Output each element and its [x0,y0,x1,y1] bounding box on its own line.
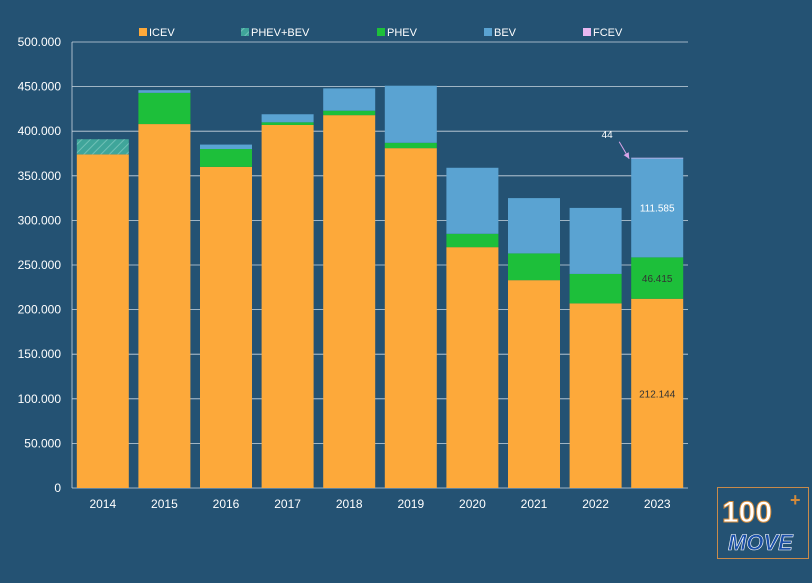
data-label-icev: 212.144 [639,389,676,400]
bar-phev-2023 [631,257,684,299]
y-tick-label: 450.000 [18,80,62,94]
bar-phev-2021 [508,253,560,281]
legend-swatch-phev-bev [241,28,249,36]
bar-phev-2019 [384,142,437,149]
x-tick-label: 2017 [274,497,301,511]
legend-label: PHEV+BEV [251,27,310,39]
y-tick-label: 350.000 [18,169,62,183]
x-tick-label: 2021 [521,497,548,511]
bar-phev-2022 [569,273,622,304]
x-tick-label: 2019 [397,497,424,511]
bar-icev-2017 [261,124,314,489]
y-tick-label: 200.000 [18,303,62,317]
data-label-phev: 46.415 [642,274,673,285]
bar-phev-2016 [200,149,252,167]
bar-bev-2020 [446,167,499,234]
x-tick-label: 2022 [582,497,609,511]
bar-icev-2022 [569,303,622,488]
x-tick-label: 2015 [151,497,178,511]
bar-icev-2018 [323,115,376,489]
bar-fcev-2023 [631,157,684,159]
bar-phev-2020 [446,233,499,248]
bar-bev-2021 [508,198,560,254]
legend-label: BEV [494,27,517,39]
bar-icev-2020 [446,247,499,488]
bar-bev-2017 [261,114,314,123]
y-tick-label: 400.000 [18,124,62,138]
y-tick-label: 50.000 [24,436,61,450]
bar-phev-2015 [138,92,191,125]
y-axis: 0 50.000 100.000 150.000 200.000 250.000 300.0… [18,35,73,495]
logo-number: 100 [722,496,772,529]
legend-swatch-fcev [583,28,591,36]
x-tick-label: 2016 [213,497,240,511]
legend-swatch-icev [139,28,147,36]
y-tick-label: 150.000 [18,347,62,361]
y-tick-label: 250.000 [18,258,62,272]
bars [76,85,684,489]
legend: ICEV PHEV+BEV PHEV BEV FCEV [139,27,623,39]
logo-graphic: 100 + MOVE [718,488,808,558]
bar-icev-2014 [76,154,129,488]
legend-swatch-bev [484,28,492,36]
legend-label: PHEV [387,27,418,39]
bar-bev-2023 [631,157,684,258]
bar-bev-2016 [200,144,252,150]
bar-phev-2018 [323,110,376,116]
bar-bev-2015 [138,90,191,93]
bar-bev-2018 [323,88,376,111]
bar-bev-2022 [569,207,622,274]
y-tick-label: 300.000 [18,213,62,227]
legend-label: ICEV [149,27,175,39]
y-tick-label: 500.000 [18,35,62,49]
data-label-fcev: 44 [602,130,614,141]
legend-swatch-phev [377,28,385,36]
x-tick-label: 2020 [459,497,486,511]
bar-icev-2023 [631,298,684,488]
y-tick-label: 0 [54,481,61,495]
bar-phev-2017 [261,122,314,125]
data-labels: 212.144 46.415 111.585 44 [602,130,676,401]
bar-icev-2019 [384,148,437,488]
bar-icev-2015 [138,124,191,489]
x-tick-label: 2023 [644,497,671,511]
data-label-bev: 111.585 [640,204,675,215]
logo-plus: + [790,490,801,510]
bar-bev-2019 [384,85,437,143]
x-tick-label: 2018 [336,497,363,511]
logo-word: MOVE [728,530,794,555]
legend-label: FCEV [593,27,623,39]
bar-icev-2021 [508,280,560,488]
callout-arrow [618,141,630,160]
bar-phev-bev-2014 [76,139,129,155]
y-tick-label: 100.000 [18,392,62,406]
bar-icev-2016 [200,166,252,488]
x-tick-label: 2014 [89,497,116,511]
logo-100-move: 100 + MOVE [717,487,809,559]
x-axis: 2014 2015 2016 2017 2018 2019 2020 2021 2022 2023 [89,497,670,511]
